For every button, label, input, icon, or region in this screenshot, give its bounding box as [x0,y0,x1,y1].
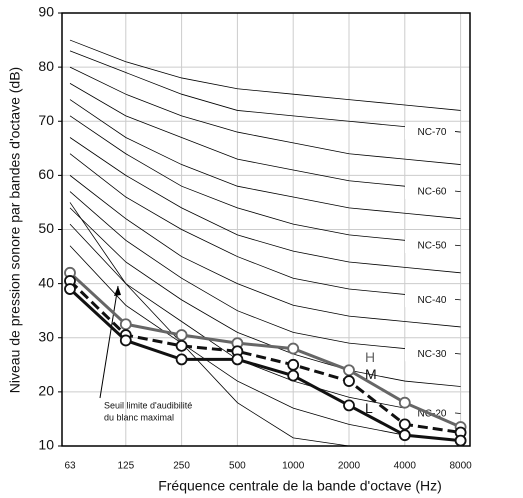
nc-label-bg [405,184,455,199]
nc-label-bg [405,293,455,308]
nc-curve [69,153,461,301]
nc-curve [69,83,461,193]
threshold-label: Seuil limite d'audibilité [104,400,192,410]
x-tick-label: 250 [173,461,190,472]
y-tick-label: 10 [38,437,54,453]
plot-frame [61,12,471,447]
nc-label-bg [405,125,455,140]
y-tick-label: 70 [38,112,54,128]
data-point [343,375,355,387]
x-tick-label: 1000 [282,461,305,472]
data-point [287,342,300,355]
nc-label: NC-60 [418,187,447,198]
data-point [398,396,411,409]
nc-curve [69,207,461,387]
data-point [343,364,355,377]
series-label: L [365,400,373,416]
nc-label: NC-70 [418,127,447,138]
arrow-head [114,286,121,296]
y-tick-label: 90 [38,4,54,20]
x-tick-label: 125 [117,461,134,472]
nc-label: NC-50 [418,241,447,252]
arrow [99,285,119,399]
data-point [398,429,411,442]
y-tick-label: 20 [38,383,54,399]
nc-curve [69,115,461,247]
y-axis-label: Niveau de pression sonore par bandes d'o… [7,67,23,393]
x-tick-label: 2000 [338,461,361,472]
data-point [454,434,467,447]
data-point [231,353,244,366]
threshold-curve [69,202,350,447]
nc-curve [69,137,461,274]
data-point [175,353,188,366]
series-line [68,287,461,443]
nc-curve [69,191,461,355]
data-point [175,339,188,352]
nc-curve [69,99,461,220]
nc-curve [69,245,461,441]
x-tick-label: 63 [64,461,76,472]
data-point [287,358,300,371]
nc-curve [69,175,461,328]
data-point [119,318,132,331]
nc-label: NC-30 [418,349,447,360]
nc-curve [69,50,461,133]
data-point [64,283,76,295]
nc-curve [69,66,461,165]
x-tick-label: 8000 [449,461,472,472]
x-tick-label: 4000 [394,461,417,472]
series-label: H [365,349,375,365]
data-point [287,369,300,382]
data-point [343,399,355,412]
y-tick-label: 80 [38,58,54,74]
data-point [119,334,132,347]
series-line [68,279,461,434]
nc-curve [69,39,461,111]
threshold-label: du blanc maximal [104,412,174,422]
nc-label: NC-40 [418,295,447,306]
nc-label-bg [405,239,455,254]
y-tick-label: 40 [38,274,54,290]
data-point [175,329,188,341]
data-point [398,418,411,431]
x-tick-label: 500 [229,461,246,472]
y-tick-label: 60 [38,166,54,182]
y-tick-label: 30 [38,328,54,344]
y-tick-label: 50 [38,220,54,236]
nc-curve [69,223,461,414]
nc-label-bg [405,347,455,362]
series-line [68,271,462,429]
series-label: M [365,366,377,382]
x-axis-label: Fréquence centrale de la bande d'octave … [158,478,442,494]
